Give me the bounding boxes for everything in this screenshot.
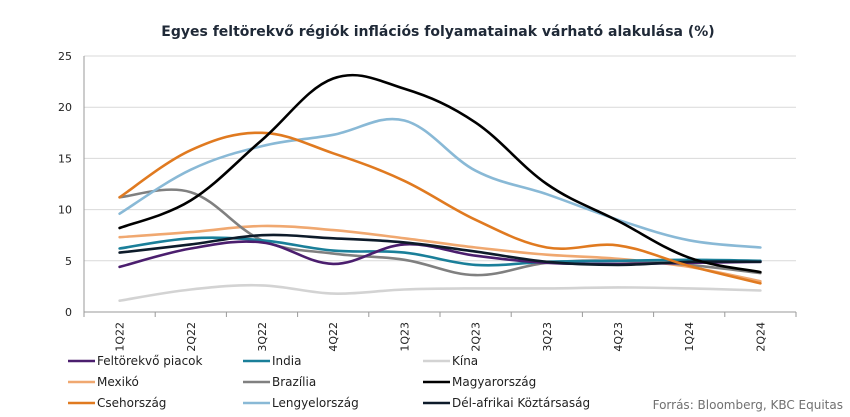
legend-label: Lengyelország xyxy=(272,396,359,410)
x-tick-label: 1Q23 xyxy=(398,322,411,352)
legend-label: Dél-afrikai Köztársaság xyxy=(452,396,590,410)
chart-title: Egyes feltörekvő régiók inflációs folyam… xyxy=(161,24,714,40)
legend-label: Kína xyxy=(452,354,478,368)
series-line-lengyelorszag xyxy=(118,117,762,249)
legend-label: Brazília xyxy=(272,375,316,389)
series-line-del-afrikai-koztarsasag xyxy=(118,233,762,267)
legend-label: India xyxy=(272,354,301,368)
x-tick-label: 3Q22 xyxy=(256,322,269,352)
x-tick-label: 2Q24 xyxy=(754,322,767,352)
series-line-magyarorszag xyxy=(118,73,762,274)
legend-label: Magyarország xyxy=(452,375,536,389)
y-tick-label: 20 xyxy=(58,101,72,114)
legend: Feltörekvő piacok India Kína Mexikó Brazília… xyxy=(68,354,590,410)
y-tick-label: 10 xyxy=(58,204,72,217)
series-line-brazilia xyxy=(118,188,762,277)
x-tick-label: 4Q22 xyxy=(327,322,340,352)
gridlines xyxy=(84,55,796,262)
y-tick-label: 0 xyxy=(65,306,72,319)
y-tick-label: 5 xyxy=(65,255,72,268)
y-tick-label: 25 xyxy=(58,50,72,63)
x-tick-label: 4Q23 xyxy=(612,322,625,352)
series-line-kina xyxy=(118,283,762,302)
y-tick-label: 15 xyxy=(58,152,72,165)
x-tick-label: 2Q23 xyxy=(470,322,483,352)
legend-label: Feltörekvő piacok xyxy=(97,354,203,368)
legend-label: Mexikó xyxy=(97,375,139,389)
series-line-csehorszag xyxy=(118,131,762,285)
axes: 0 5 10 15 20 25 1Q22 2Q22 3Q22 4Q22 1Q23 2Q23 3Q23 4Q… xyxy=(58,50,797,352)
source-note: Forrás: Bloomberg, KBC Equitas xyxy=(653,398,843,412)
x-tick-label: 1Q22 xyxy=(114,322,127,352)
x-tick-label: 1Q24 xyxy=(683,322,696,352)
x-tick-label: 2Q22 xyxy=(185,322,198,352)
legend-label: Csehország xyxy=(97,396,166,410)
x-tick-label: 3Q23 xyxy=(541,322,554,352)
series-lines xyxy=(118,73,762,302)
